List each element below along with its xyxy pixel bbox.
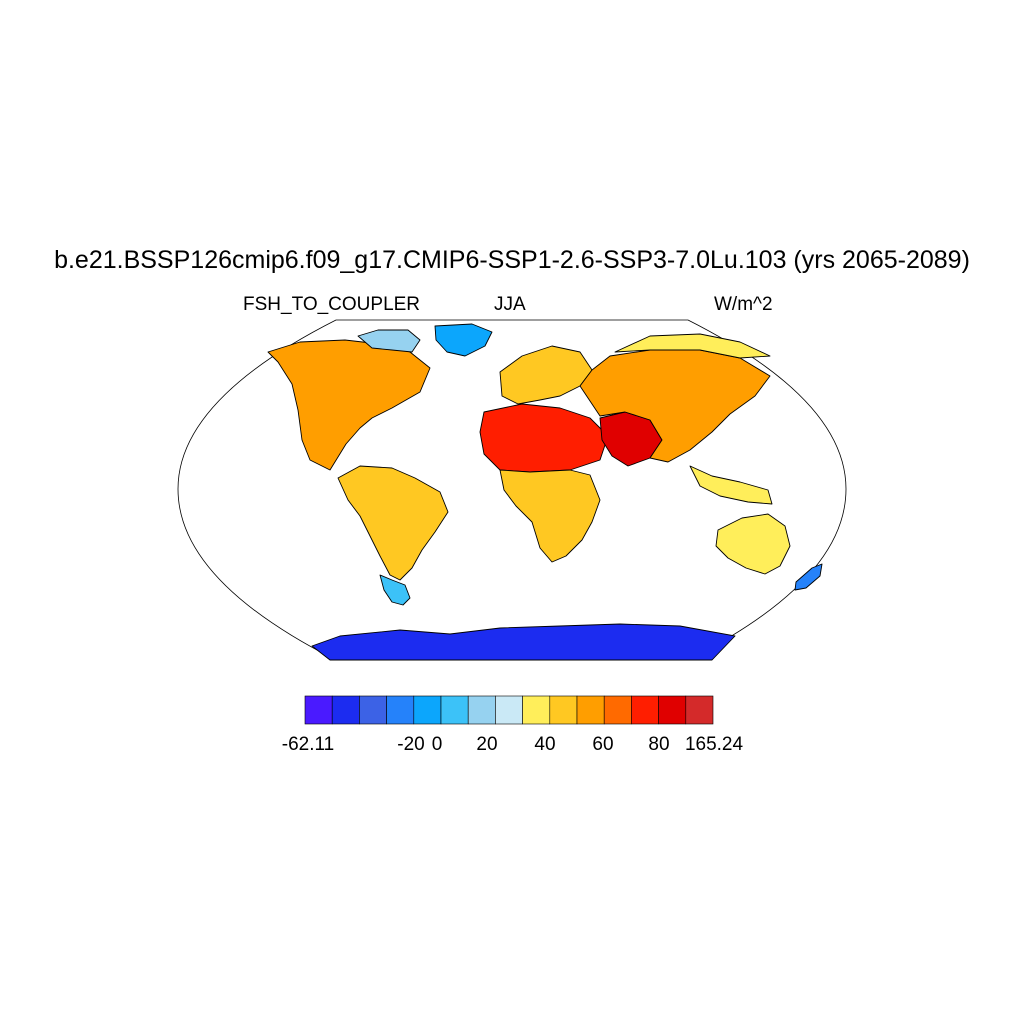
region-south-america <box>337 465 449 581</box>
colorbar-box <box>386 695 415 725</box>
colorbar-box <box>576 695 605 725</box>
region-north-africa <box>479 403 609 473</box>
colorbar-tick-label: 0 <box>432 734 443 755</box>
region-southeast-asia <box>689 465 773 505</box>
variable-label: FSH_TO_COUPLER <box>243 294 421 315</box>
region-canadian-arctic <box>357 329 421 353</box>
colorbar-box <box>413 695 442 725</box>
land-areas <box>267 323 823 661</box>
units-label: W/m^2 <box>714 294 773 315</box>
region-siberia <box>614 333 771 359</box>
region-sub-saharan-africa <box>499 469 601 563</box>
colorbar-tick-label: 60 <box>592 734 613 755</box>
colorbar-box <box>495 695 523 725</box>
colorbar-box <box>359 695 387 725</box>
colorbar-box <box>685 695 714 725</box>
colorbar-box <box>440 695 469 725</box>
colorbar-tick-label: 80 <box>648 734 669 755</box>
colorbar-tick-label: 165.24 <box>685 734 744 755</box>
colorbar-box <box>304 695 333 725</box>
plot-title: b.e21.BSSP126cmip6.f09_g17.CMIP6-SSP1-2.… <box>54 246 970 274</box>
colorbar-tick-label: 40 <box>534 734 555 755</box>
colorbar-tick-label: -62.11 <box>282 734 334 755</box>
colorbar-box <box>522 695 551 725</box>
region-australia <box>715 513 791 575</box>
season-label: JJA <box>494 294 526 315</box>
region-new-zealand <box>794 563 823 591</box>
region-patagonia <box>379 574 411 606</box>
colorbar-box <box>631 695 659 725</box>
colorbar-tick-label: -20 <box>397 734 424 755</box>
colorbar-box <box>549 695 578 725</box>
colorbar-box <box>603 695 632 725</box>
colorbar-tick-label: 20 <box>476 734 497 755</box>
region-greenland <box>434 323 493 357</box>
colorbar-box <box>331 695 360 725</box>
colorbar-box <box>658 695 687 725</box>
region-antarctica <box>311 623 736 661</box>
colorbar-box <box>467 695 496 725</box>
